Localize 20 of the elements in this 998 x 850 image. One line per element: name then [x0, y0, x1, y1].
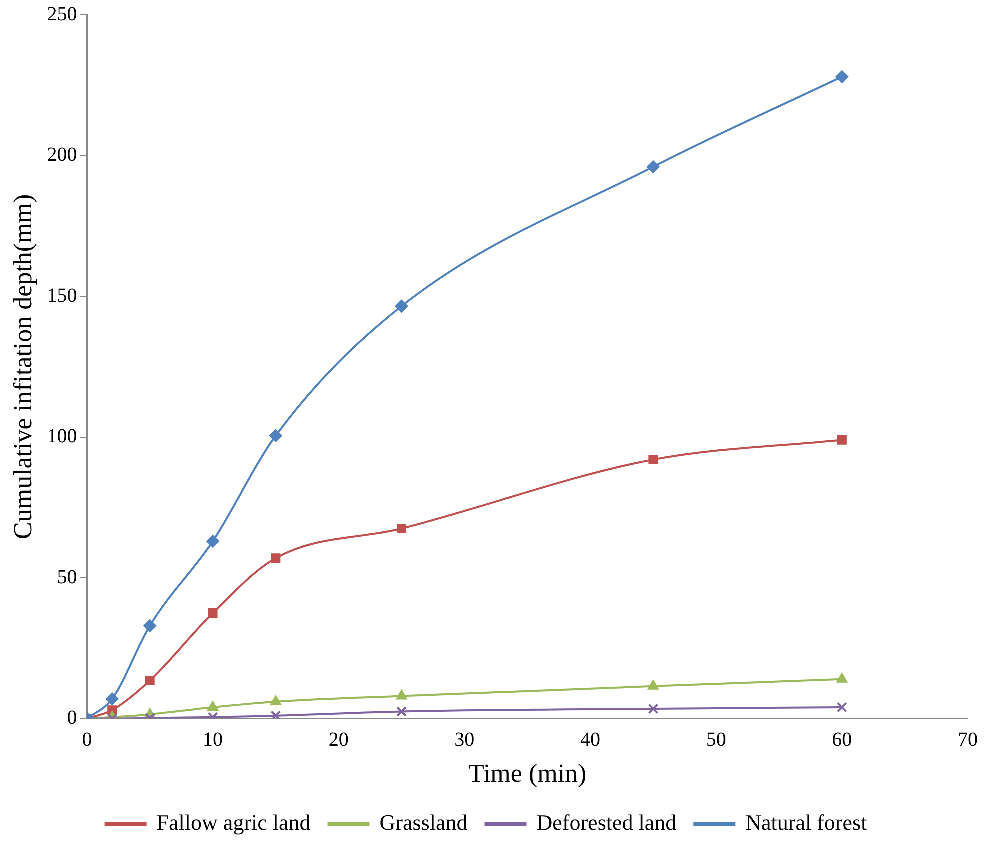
legend-label: Grassland [380, 810, 468, 835]
x-axis-title: Time (min) [468, 759, 587, 788]
x-tick-label: 0 [82, 729, 92, 752]
y-tick-label: 250 [47, 3, 78, 26]
legend-label: Deforested land [536, 810, 677, 835]
legend-label: Fallow agric land [156, 810, 311, 835]
x-tick-label: 70 [958, 729, 978, 752]
x-tick-label: 10 [203, 729, 224, 752]
legend-label: Natural forest [746, 810, 868, 835]
x-tick-label: 60 [832, 729, 852, 752]
y-tick-label: 50 [57, 566, 78, 588]
y-tick-label: 100 [47, 426, 78, 448]
y-tick-label: 200 [47, 144, 78, 166]
x-tick-label: 50 [706, 729, 726, 752]
x-tick-label: 30 [454, 729, 475, 752]
x-tick-label: 20 [328, 729, 349, 752]
y-tick-label: 0 [67, 707, 78, 730]
y-tick-label: 150 [47, 284, 78, 307]
x-tick-label: 40 [580, 729, 601, 752]
y-axis-title: Cumulative infitation depth(mm) [8, 194, 38, 540]
